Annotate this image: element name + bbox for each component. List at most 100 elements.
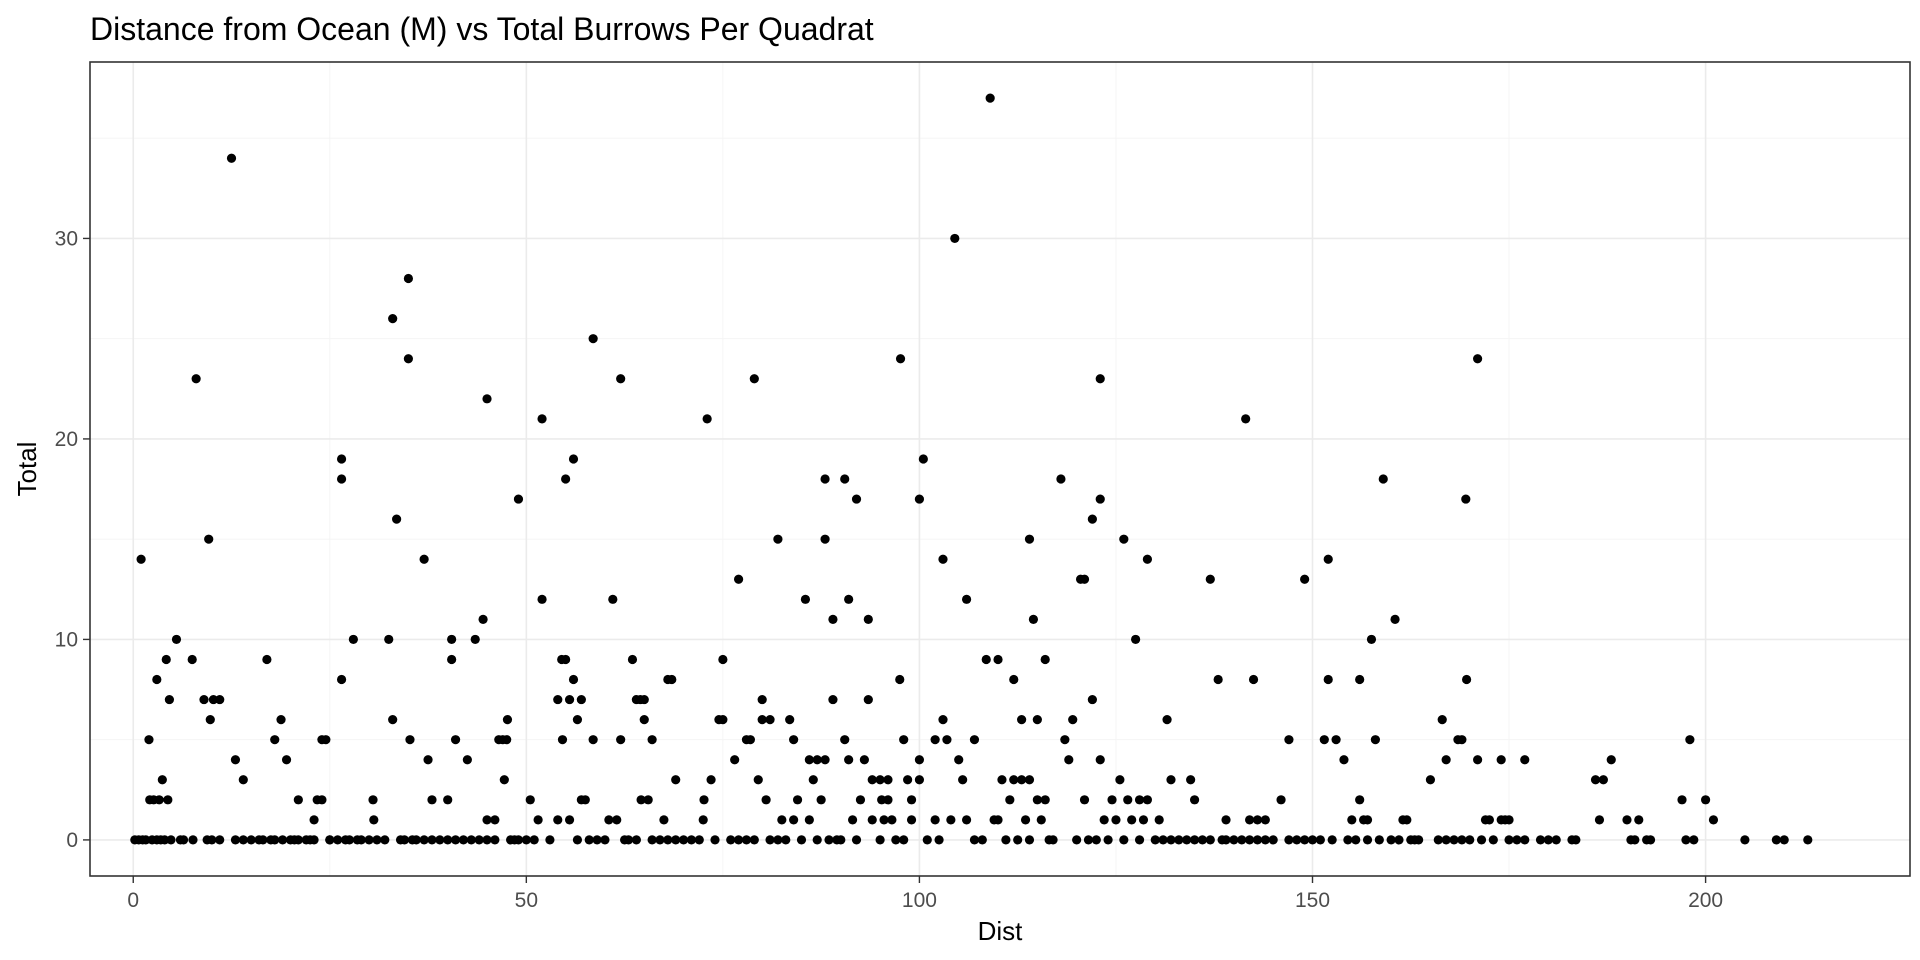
- data-point: [757, 694, 767, 705]
- data-point: [867, 815, 877, 825]
- data-point: [1441, 755, 1451, 765]
- data-point: [1189, 795, 1200, 805]
- data-point: [1323, 674, 1333, 685]
- data-point: [1095, 494, 1105, 504]
- data-point: [1276, 795, 1286, 805]
- data-point: [616, 374, 626, 384]
- data-point: [405, 735, 415, 745]
- data-point: [309, 815, 319, 825]
- data-point: [604, 815, 614, 825]
- data-point: [215, 694, 225, 705]
- data-point: [1268, 835, 1278, 845]
- data-point: [1079, 795, 1090, 805]
- data-point: [1681, 835, 1691, 845]
- data-point: [671, 835, 681, 845]
- data-point: [796, 835, 807, 845]
- data-point: [178, 835, 189, 845]
- data-point: [1779, 835, 1789, 845]
- data-point: [1496, 755, 1506, 765]
- data-point: [482, 394, 492, 404]
- data-point: [733, 835, 744, 845]
- y-axis-title: Total: [12, 442, 42, 497]
- data-point: [899, 735, 909, 745]
- data-point: [564, 815, 575, 825]
- data-point: [392, 514, 402, 524]
- data-point: [344, 835, 355, 845]
- data-point: [584, 835, 594, 845]
- data-point: [718, 715, 728, 725]
- data-point: [204, 534, 214, 544]
- data-point: [309, 835, 319, 845]
- data-point: [1260, 835, 1270, 845]
- data-point: [883, 775, 893, 785]
- data-point: [1131, 634, 1141, 645]
- data-point: [1020, 815, 1031, 825]
- data-point: [1362, 815, 1373, 825]
- y-tick-label: 30: [55, 227, 78, 250]
- data-point: [443, 835, 453, 845]
- data-point: [1386, 835, 1396, 845]
- data-point: [820, 474, 830, 484]
- data-point: [1319, 735, 1329, 745]
- data-point: [1064, 755, 1074, 765]
- data-point: [537, 594, 547, 604]
- data-point: [166, 835, 176, 845]
- data-point: [553, 694, 563, 705]
- data-point: [1040, 654, 1050, 665]
- data-point: [399, 835, 410, 845]
- data-point: [899, 835, 909, 845]
- data-point: [325, 835, 335, 845]
- data-point: [1095, 755, 1105, 765]
- data-point: [950, 233, 960, 244]
- data-point: [262, 654, 272, 665]
- data-point: [333, 835, 343, 845]
- data-point: [348, 634, 358, 645]
- data-point: [699, 795, 709, 805]
- data-point: [1370, 735, 1380, 745]
- data-point: [1072, 835, 1082, 845]
- data-point: [608, 594, 618, 604]
- data-point: [938, 715, 948, 725]
- data-point: [208, 694, 219, 705]
- data-point: [961, 594, 972, 604]
- data-point: [789, 735, 799, 745]
- data-point: [1504, 815, 1514, 825]
- data-point: [1520, 755, 1530, 765]
- data-point: [592, 835, 602, 845]
- data-point: [1221, 835, 1231, 845]
- data-point: [867, 775, 877, 785]
- data-point: [1189, 835, 1200, 845]
- data-point: [258, 835, 268, 845]
- data-point: [1134, 795, 1145, 805]
- data-point: [698, 815, 708, 825]
- data-point: [1351, 835, 1361, 845]
- data-point: [164, 694, 175, 705]
- data-point: [1107, 795, 1117, 805]
- x-tick-label: 200: [1688, 889, 1723, 912]
- data-point: [1457, 735, 1467, 745]
- data-point: [161, 654, 171, 665]
- data-point: [1013, 835, 1023, 845]
- data-point: [1292, 835, 1302, 845]
- data-point: [1040, 795, 1050, 805]
- data-point: [1590, 775, 1601, 785]
- data-point: [702, 414, 712, 424]
- data-point: [141, 835, 151, 845]
- data-point: [1001, 835, 1011, 845]
- data-point: [1512, 835, 1522, 845]
- x-tick-label: 150: [1295, 889, 1330, 912]
- data-point: [1009, 775, 1019, 785]
- data-point: [576, 694, 586, 705]
- data-point: [1213, 674, 1223, 685]
- data-point: [270, 835, 280, 845]
- grid-lines: [90, 62, 1910, 876]
- data-point: [435, 835, 445, 845]
- data-point: [317, 795, 327, 805]
- data-point: [820, 534, 830, 544]
- data-point: [557, 735, 568, 745]
- data-point: [859, 755, 869, 765]
- data-point: [1205, 835, 1215, 845]
- data-point: [1535, 835, 1546, 845]
- data-point: [561, 654, 571, 665]
- data-point: [470, 634, 480, 645]
